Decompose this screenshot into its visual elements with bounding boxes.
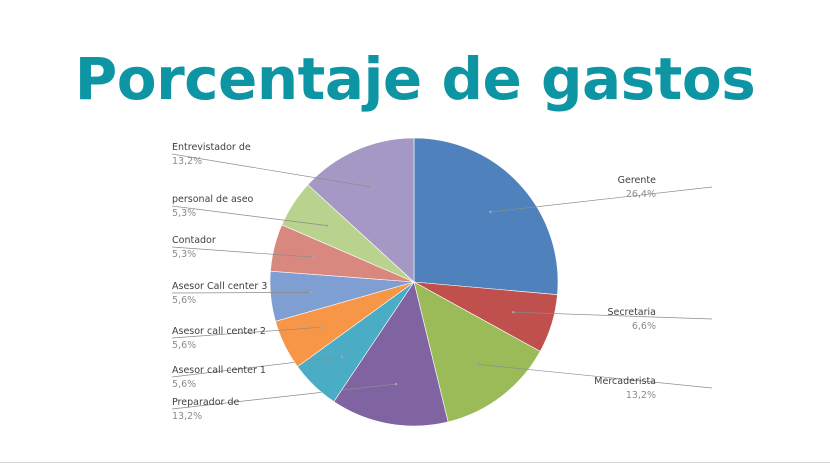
leader-dot-asesor-call-center-2 (319, 326, 322, 329)
pie-slice-mercaderista (413, 281, 541, 423)
leader-dot-contador (312, 256, 315, 259)
leader-line-personal-de-aseo (171, 205, 328, 226)
slice-label-gerente: Gerente (618, 175, 656, 186)
slice-label-contador: Contador (172, 235, 216, 246)
leader-line-mercaderista (476, 363, 713, 389)
slice-value-contador: 5,3% (172, 249, 196, 260)
slice-label-personal-de-aseo: personal de aseo (172, 194, 254, 205)
leader-line-preparador-de (171, 383, 396, 410)
slice-value-entrevistador-de: 13,2% (172, 156, 202, 167)
slide-bottom-divider (0, 462, 830, 463)
leader-line-asesor-call-center-2 (171, 326, 321, 339)
slice-label-asesor-call-center-3: Asesor Call center 3 (172, 281, 267, 292)
leader-dot-entrevistador-de (371, 185, 374, 189)
leader-line-secretaria (513, 311, 713, 320)
leader-line-asesor-call-center-1 (171, 356, 343, 378)
slice-label-mercaderista: Mercaderista (594, 376, 656, 387)
slide-title: Porcentaje de gastos (74, 45, 756, 113)
leader-line-asesor-call-center-3 (171, 292, 311, 294)
slice-label-asesor-call-center-2: Asesor call center 2 (172, 326, 266, 337)
slice-value-asesor-call-center-2: 5,6% (172, 340, 196, 351)
leader-dot-mercaderista (475, 363, 479, 366)
slice-label-preparador-de: Preparador de (172, 397, 239, 408)
leader-line-gerente (490, 186, 713, 213)
slice-value-preparador-de: 13,2% (172, 411, 202, 422)
pie-slice-gerente (413, 137, 559, 295)
leader-dot-asesor-call-center-1 (340, 355, 344, 358)
slice-value-asesor-call-center-3: 5,6% (172, 295, 196, 306)
leader-dot-asesor-call-center-3 (309, 291, 312, 294)
slice-value-mercaderista: 13,2% (626, 390, 656, 401)
leader-dot-gerente (489, 210, 492, 214)
leader-dot-secretaria (512, 311, 515, 314)
pie-slice-preparador-de (333, 281, 449, 427)
leader-dot-personal-de-aseo (325, 224, 329, 227)
pie-slice-entrevistador-de (307, 137, 415, 283)
leader-dot-preparador-de (394, 382, 398, 386)
slice-value-gerente: 26,4% (626, 189, 656, 200)
slice-label-entrevistador-de: Entrevistador de (172, 142, 251, 153)
slice-value-asesor-call-center-1: 5,6% (172, 379, 196, 390)
slice-value-personal-de-aseo: 5,3% (172, 208, 196, 219)
slice-label-asesor-call-center-1: Asesor call center 1 (172, 365, 266, 376)
leader-line-contador (171, 246, 314, 258)
slice-value-secretaria: 6,6% (632, 321, 656, 332)
slice-label-secretaria: Secretaria (607, 307, 656, 318)
leader-line-entrevistador-de (171, 153, 373, 188)
